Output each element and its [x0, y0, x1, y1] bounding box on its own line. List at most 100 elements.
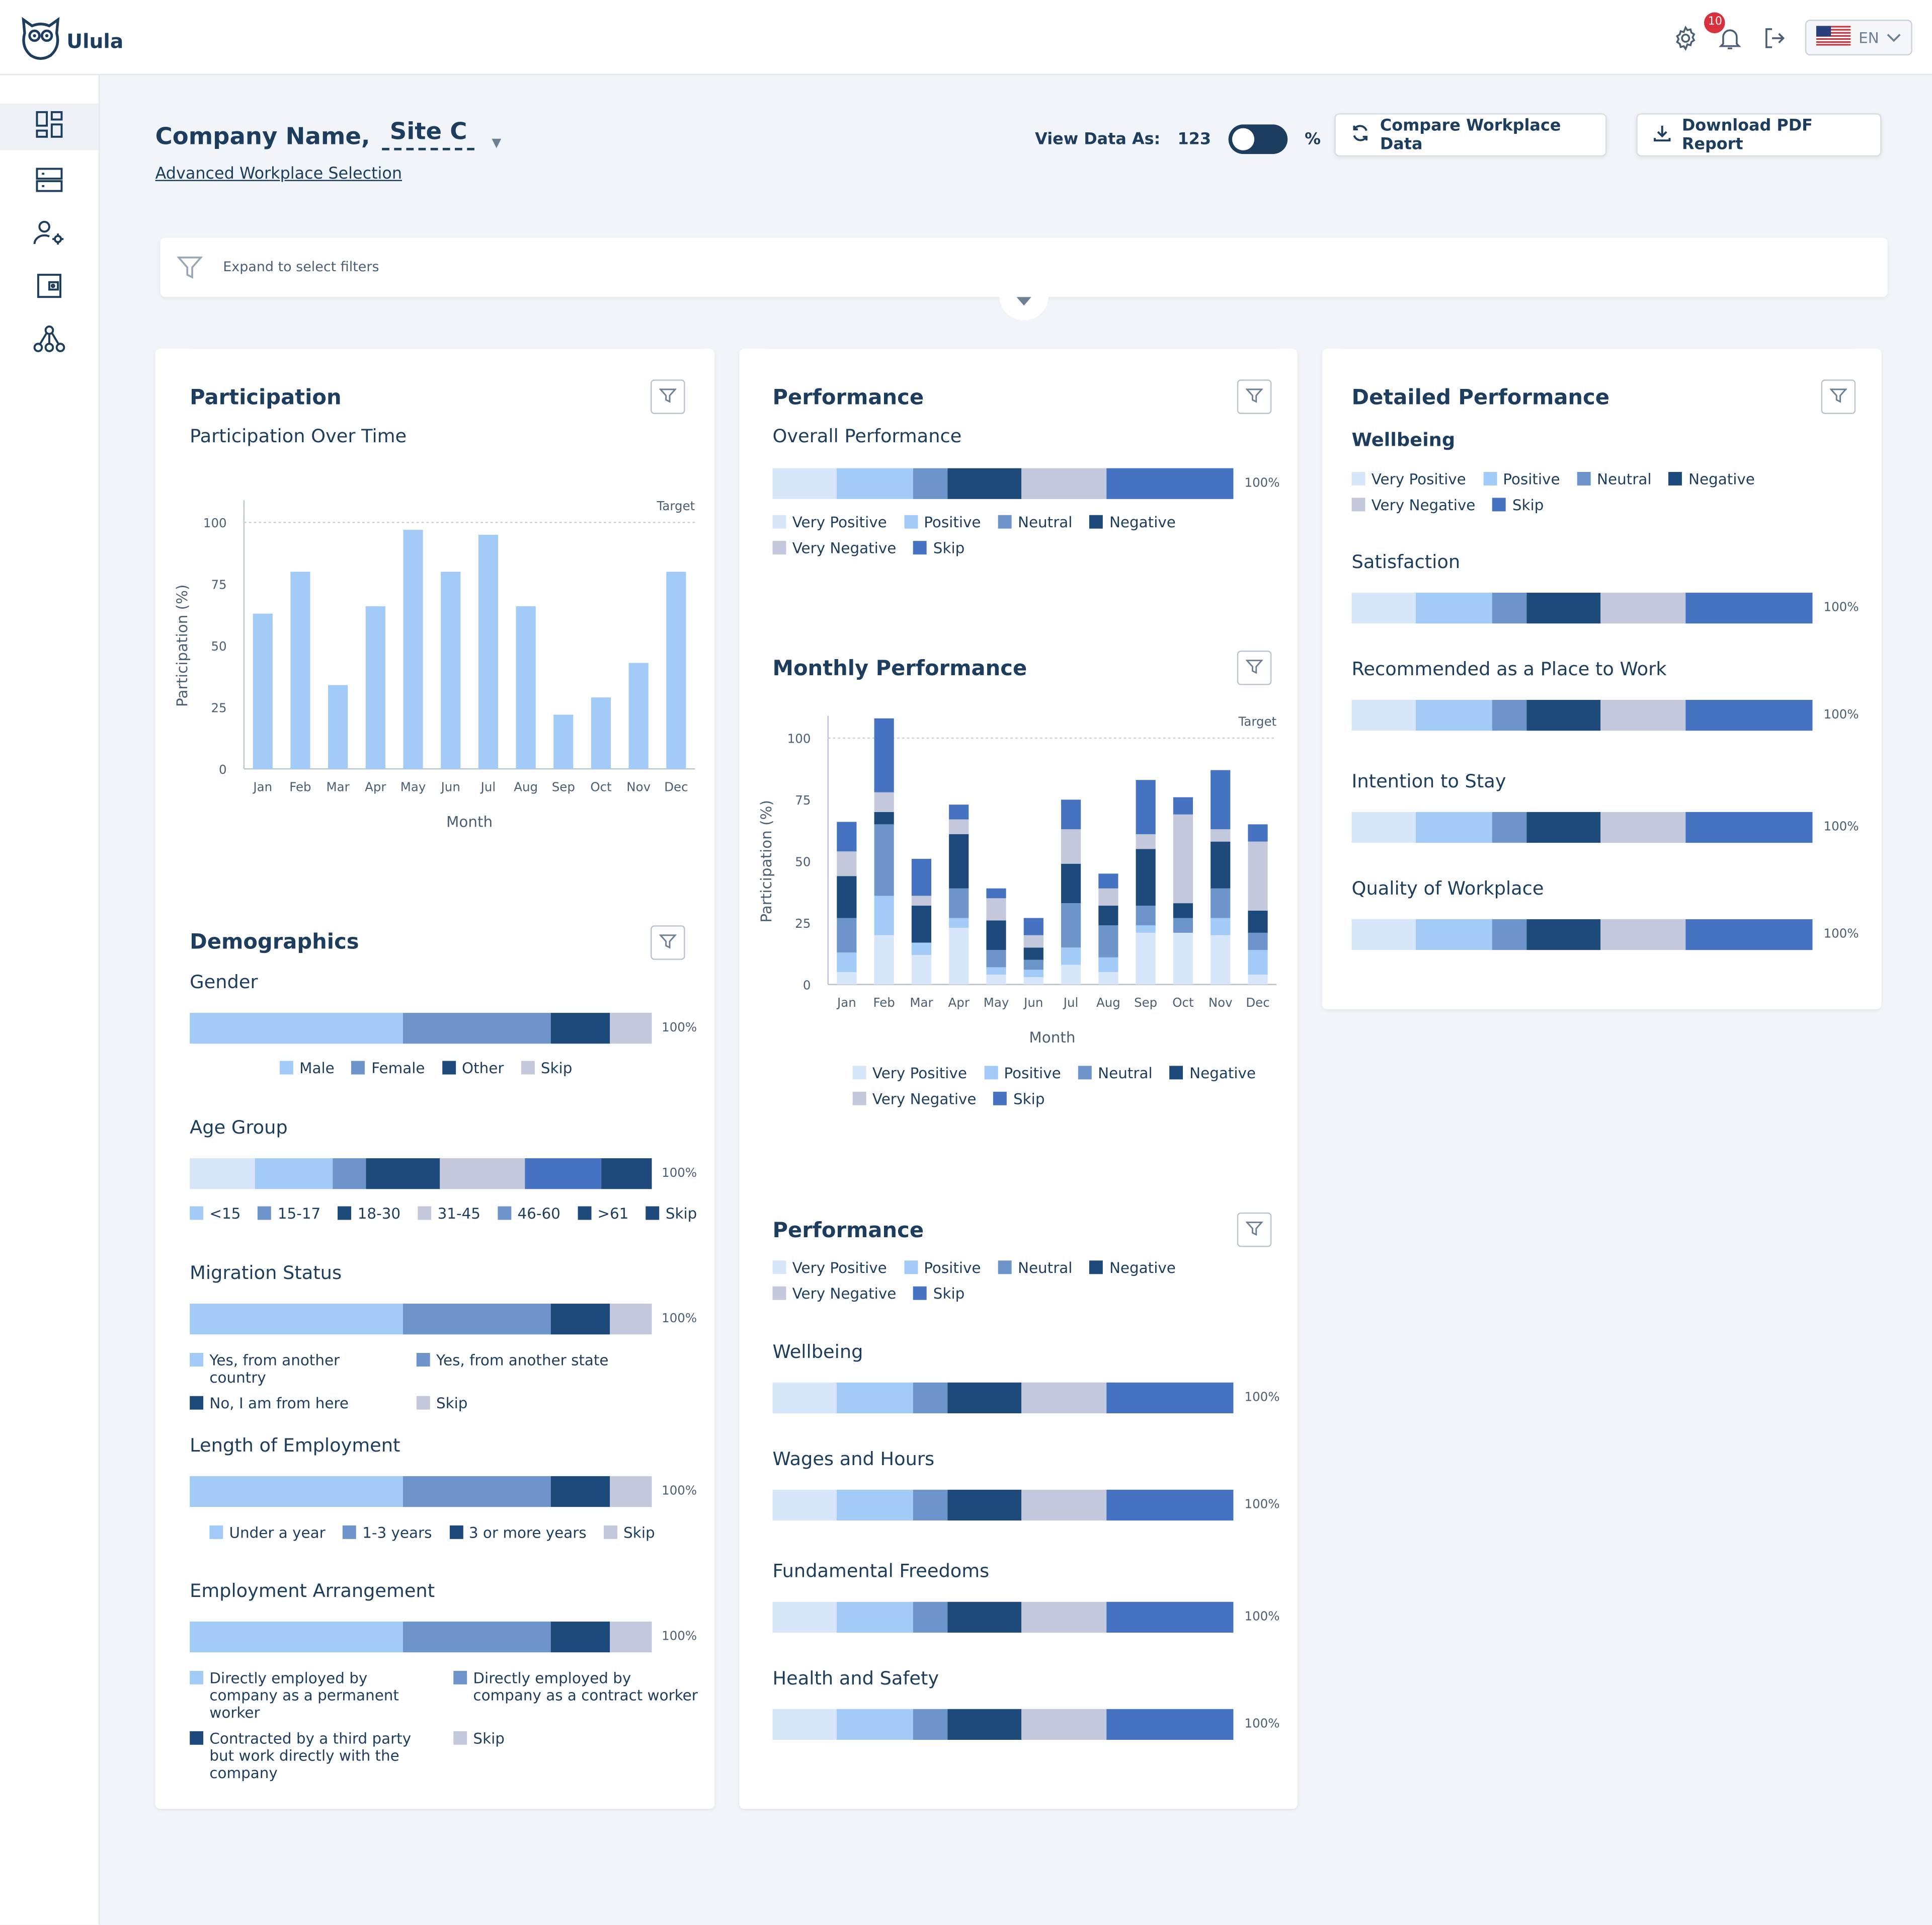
recommended-as-a-place-to-work-segment-4: [1526, 700, 1601, 731]
view-as-toggle[interactable]: [1228, 124, 1287, 154]
x-tick-label: Nov: [626, 779, 651, 794]
owl-logo-icon: [20, 15, 61, 66]
monthly-bar-aug-skip: [1098, 873, 1118, 889]
monthly-bar-mar-skip: [911, 858, 932, 896]
recommended-as-a-place-to-work-segment-6: [1685, 700, 1813, 731]
monthly-bar-aug-positive: [1098, 957, 1118, 973]
detailed-performance-legend-item: Positive: [1483, 471, 1560, 488]
sidebar-item-dashboard[interactable]: [0, 103, 99, 150]
app-name: Ulula: [66, 29, 124, 53]
demographics-filter-button[interactable]: [651, 925, 685, 960]
monthly-bar-aug-very-positive: [1098, 972, 1118, 985]
satisfaction-segment-3: [1492, 592, 1527, 624]
employment-arrangement-pct: 100%: [662, 1630, 697, 1644]
x-tick-label: Aug: [514, 779, 538, 794]
legend-swatch: [1078, 1066, 1092, 1080]
monthly-performance-legend: Very Positive Positive Neutral Negative Very…: [852, 1064, 1256, 1116]
age-group-legend-item: Skip: [646, 1205, 697, 1222]
monthly-bar-feb-very-negative: [874, 792, 894, 812]
overall-performance-legend: Very Positive Positive Neutral Negative Very…: [772, 514, 1176, 566]
length-of-employment-segment-2: [402, 1476, 550, 1507]
fundamental-freedoms-segment-6: [1106, 1601, 1234, 1633]
download-pdf-button[interactable]: Download PDF Report: [1636, 113, 1882, 157]
x-tick-label: May: [400, 779, 426, 794]
legend-label: 1-3 years: [362, 1524, 432, 1542]
intention-to-stay-pct: 100%: [1823, 821, 1859, 834]
legend-swatch: [904, 515, 918, 529]
sidebar-item-user-settings[interactable]: [0, 212, 99, 259]
detailed-performance-legend-item: Very Positive: [1351, 471, 1466, 488]
age-group-segment-3: [333, 1158, 366, 1189]
detailed-performance-filter-button[interactable]: [1821, 379, 1856, 414]
performance-topics-legend-item: Neutral: [998, 1259, 1072, 1276]
view-as-percent-option[interactable]: %: [1305, 130, 1321, 149]
legend-label: Positive: [1503, 470, 1560, 488]
expand-filters-button[interactable]: [999, 278, 1049, 320]
detailed-performance-legend-item: Skip: [1492, 496, 1544, 514]
wages-and-hours-segment-6: [1106, 1489, 1234, 1521]
monthly-bar-jul-negative: [1061, 863, 1081, 904]
fundamental-freedoms-segment-2: [837, 1601, 913, 1633]
monthly-performance-filter-button[interactable]: [1237, 651, 1272, 685]
legend-label: Skip: [473, 1730, 505, 1747]
performance-title: Performance: [772, 385, 924, 411]
advanced-workplace-selection-link[interactable]: Advanced Workplace Selection: [155, 165, 403, 184]
monthly-performance-title: Monthly Performance: [772, 657, 1027, 682]
monthly-bar-mar-very-negative: [911, 896, 932, 906]
fundamental-freedoms-segment-4: [947, 1601, 1022, 1633]
performance-topics-filter-button[interactable]: [1237, 1212, 1272, 1247]
view-as-count-option[interactable]: 123: [1177, 130, 1212, 149]
monthly-bar-may-positive: [986, 967, 1006, 975]
legend-swatch: [1483, 471, 1497, 486]
monthly-bar-sep-skip: [1136, 780, 1156, 834]
caret-down-icon[interactable]: ▼: [492, 136, 502, 150]
length-of-employment-legend-item: Under a year: [209, 1524, 326, 1542]
legend-swatch: [772, 1260, 786, 1274]
monthly-bar-may-skip: [986, 888, 1006, 899]
site-selector[interactable]: Site C: [382, 118, 475, 150]
migration-status-stacked-bar: [190, 1304, 652, 1335]
legend-swatch: [190, 1731, 204, 1745]
sidebar-item-network[interactable]: [0, 318, 99, 365]
legend-label: Skip: [540, 1060, 573, 1077]
funnel-icon: [176, 254, 203, 286]
performance-card: Performance Overall Performance 100% Ver…: [739, 349, 1298, 1809]
recommended-as-a-place-to-work-stacked-bar: [1351, 700, 1813, 731]
x-tick-label: Jun: [1023, 995, 1043, 1010]
x-tick-label: Sep: [552, 779, 575, 794]
compare-workplace-button[interactable]: Compare Workplace Data: [1334, 113, 1607, 157]
performance-filter-button[interactable]: [1237, 379, 1272, 414]
language-selector[interactable]: EN: [1805, 20, 1912, 56]
overall-performance-legend-item: Skip: [913, 540, 964, 557]
employment-arrangement-legend: Directly employed by company as a perman…: [190, 1669, 707, 1782]
health-and-safety-segment-1: [772, 1709, 837, 1740]
migration-status-pct: 100%: [662, 1312, 697, 1326]
sidebar-item-data[interactable]: [0, 159, 99, 206]
quality-of-workplace-label: Quality of Workplace: [1351, 877, 1544, 900]
legend-swatch: [913, 1286, 927, 1300]
legend-label: Directly employed by company as a contra…: [473, 1669, 698, 1704]
x-tick-label: Jan: [252, 779, 272, 794]
overall-performance-legend-item: Very Negative: [772, 540, 896, 557]
legend-label: Skip: [1512, 496, 1544, 514]
x-axis-title: Month: [446, 813, 493, 829]
legend-label: Very Positive: [792, 1259, 887, 1277]
sidebar-item-wallet[interactable]: [0, 265, 99, 312]
x-tick-label: Mar: [910, 995, 933, 1010]
monthly-bar-jan-skip: [837, 822, 857, 852]
logo[interactable]: Ulula: [20, 15, 123, 66]
migration-status-segment-1: [190, 1304, 403, 1335]
participation-bar-nov: [628, 663, 649, 769]
logout-icon[interactable]: [1761, 24, 1789, 51]
legend-swatch: [1351, 498, 1365, 512]
legend-swatch: [1089, 1260, 1103, 1274]
settings-gear-icon[interactable]: [1672, 24, 1700, 51]
participation-filter-button[interactable]: [651, 379, 685, 414]
legend-swatch: [190, 1670, 204, 1685]
legend-label: Positive: [1004, 1064, 1061, 1082]
monthly-bar-oct-skip: [1173, 797, 1193, 815]
fundamental-freedoms-segment-3: [913, 1601, 948, 1633]
health-and-safety-segment-5: [1021, 1709, 1107, 1740]
notification-bell-icon[interactable]: 10: [1705, 12, 1744, 51]
age-group-label: Age Group: [190, 1116, 288, 1139]
